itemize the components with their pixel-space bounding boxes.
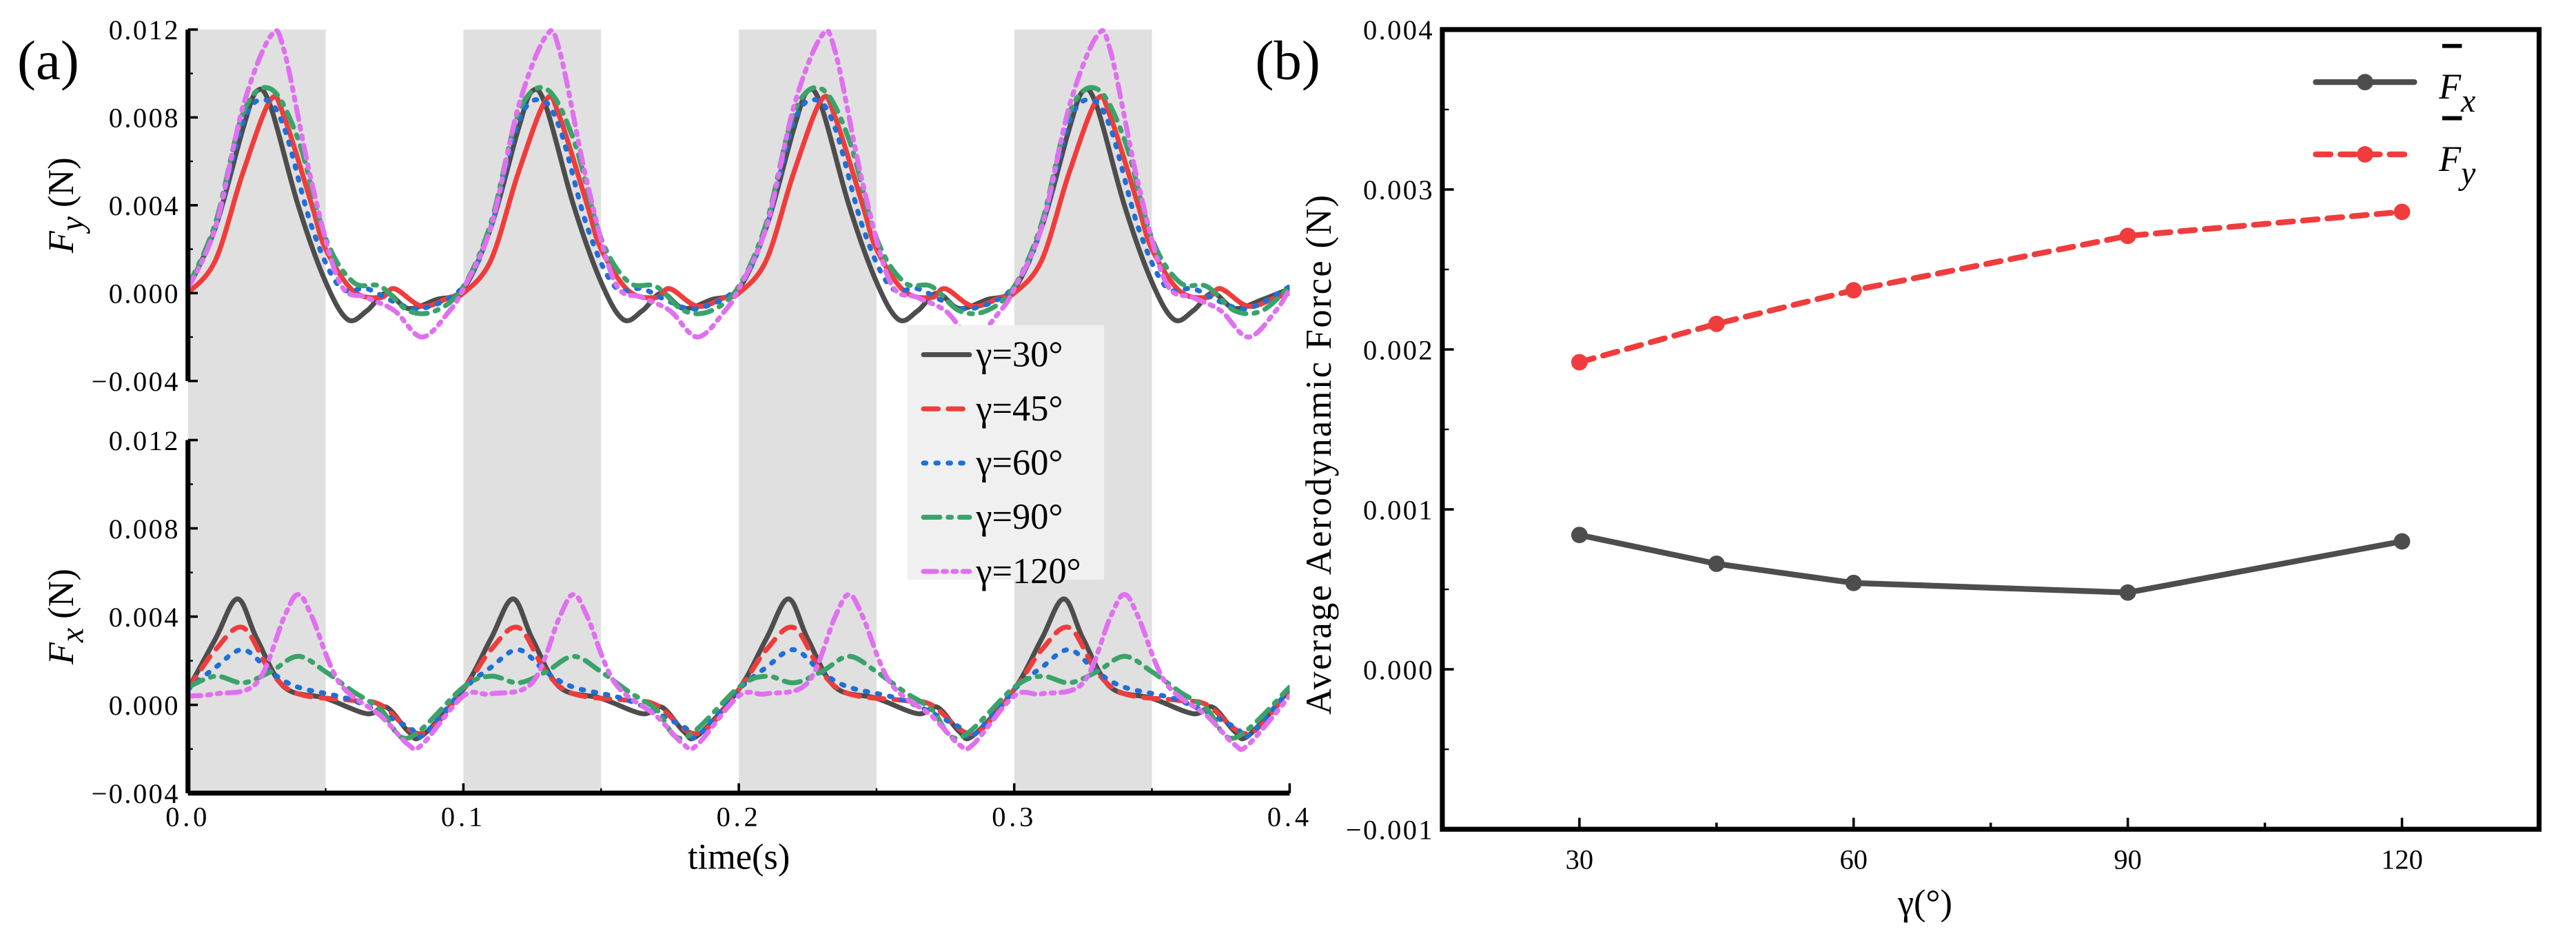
legend-label: γ=60° (975, 443, 1063, 483)
x-tick-label: 0.4 (1267, 801, 1312, 832)
data-point (1708, 556, 1725, 572)
x-tick-label: 0.1 (441, 801, 486, 832)
y-tick-label: −0.004 (92, 778, 180, 809)
x-tick-label: 0.2 (717, 801, 761, 832)
data-point (1571, 527, 1588, 544)
y-tick-label: 0.008 (109, 103, 180, 134)
subplot-fy: 0.012 0.008 0.004 0.000 −0.004 Fy (N) (41, 14, 1290, 397)
y-label-unit: (N) (41, 569, 81, 628)
legend-background (907, 325, 1105, 580)
y-tick-label: 0.001 (1363, 494, 1434, 525)
series-line-90deg (187, 653, 1290, 741)
data-point (2119, 584, 2136, 601)
y-label-unit: (N) (41, 157, 81, 216)
y-label-sub: x (54, 628, 90, 643)
legend-sub: y (2458, 156, 2476, 192)
y-label-main: F (41, 230, 81, 254)
data-point (1845, 282, 1862, 299)
series-line (1576, 209, 2405, 365)
panel-label-b: (b) (1255, 29, 1320, 91)
y-tick-label: 0.000 (1363, 654, 1434, 685)
data-point (1571, 354, 1588, 371)
x-tick-label: 0.3 (992, 801, 1036, 832)
legend-label: γ=120° (975, 551, 1081, 591)
y-tick-label: 0.004 (109, 190, 180, 221)
y-tick-label: 0.000 (109, 690, 180, 721)
y-tick-label: 0.012 (109, 425, 180, 456)
data-point (2393, 533, 2411, 550)
y-tick-label: 0.000 (109, 278, 180, 309)
series-line-120deg (187, 592, 1290, 752)
y-tick-label: 0.004 (109, 602, 180, 633)
series-y (1571, 203, 2411, 371)
x-axis-label: time(s) (688, 837, 790, 877)
legend-label: Fx (2438, 67, 2475, 119)
legend-label: γ=45° (975, 389, 1063, 429)
data-point (2119, 227, 2136, 245)
y-tick-label: 0.004 (1363, 14, 1434, 45)
x-tick-label: 120 (2381, 844, 2423, 875)
legend-main: F (2438, 67, 2462, 107)
series-line-120deg (187, 28, 1290, 340)
data-point (2393, 203, 2411, 221)
x-tick-label: 90 (2114, 844, 2142, 875)
y-tick-label: 0.008 (109, 513, 180, 545)
panel-label-a: (a) (17, 29, 79, 91)
y-tick-label: −0.004 (92, 366, 180, 397)
y-tick-label: 0.012 (109, 14, 180, 45)
series-x (1571, 527, 2411, 601)
y-axis-label: Fy (N) (41, 157, 90, 254)
legend-marker (2356, 74, 2373, 91)
y-tick-label: −0.001 (1346, 814, 1434, 845)
data-point (1845, 574, 1862, 591)
legend-marker (2356, 146, 2373, 163)
series-line (1576, 531, 2405, 596)
legend-label: Fy (2438, 139, 2476, 192)
y-axis-label: Average Aerodynamic Force (N) (1299, 194, 1339, 715)
x-tick-label: 30 (1566, 844, 1594, 875)
legend-label: γ=90° (975, 497, 1063, 537)
y-tick-label: 0.003 (1363, 174, 1434, 205)
subplot-fx: 0.012 0.008 0.004 0.000 −0.004 Fx (N) (41, 425, 1290, 809)
y-tick-label: 0.002 (1363, 334, 1434, 365)
y-axis-label: Fx (N) (41, 569, 90, 665)
legend-main: F (2438, 139, 2462, 179)
legend-label: γ=30° (975, 334, 1063, 374)
x-tick-label: 60 (1840, 844, 1868, 875)
legend: γ=30° γ=45° γ=60° γ=90° γ=120° (907, 325, 1105, 591)
legend-sub: x (2460, 83, 2475, 119)
plot-frame (1440, 27, 2542, 832)
x-tick-label: 0.0 (165, 801, 210, 832)
y-label-sub: y (54, 216, 90, 234)
x-axis-label: γ(°) (1897, 883, 1952, 923)
y-label-main: F (41, 642, 81, 665)
data-point (1708, 315, 1725, 332)
